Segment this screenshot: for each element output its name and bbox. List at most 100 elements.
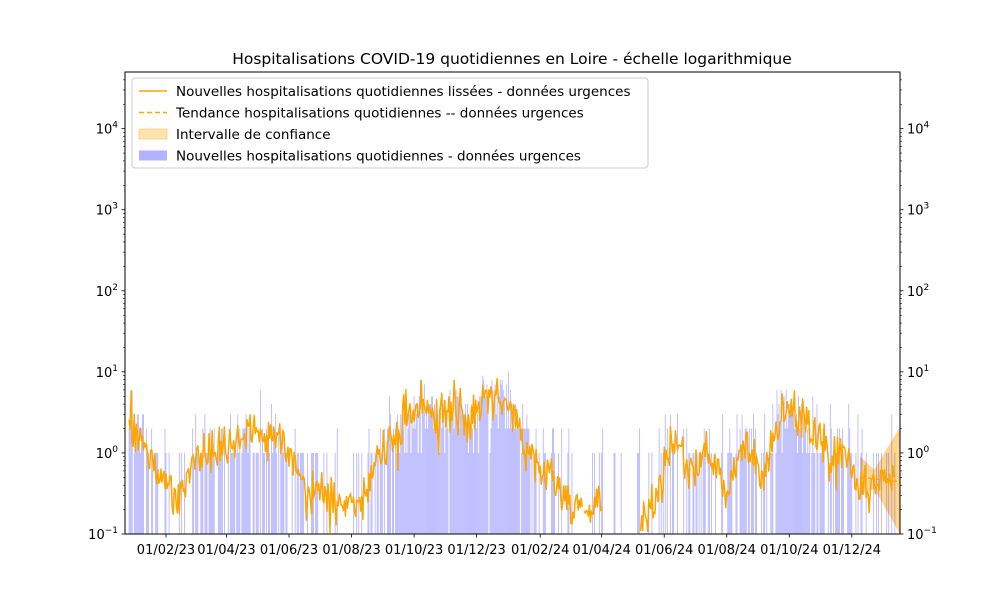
daily-bar [317, 452, 319, 534]
daily-bar [809, 428, 811, 534]
daily-bar [416, 404, 418, 534]
daily-bar [817, 452, 819, 534]
daily-bar [246, 428, 248, 534]
daily-bar [405, 414, 407, 534]
daily-bar [753, 414, 754, 534]
daily-bar [512, 414, 513, 534]
daily-bar [811, 452, 813, 534]
daily-bar [821, 452, 823, 534]
daily-bar [489, 452, 491, 534]
daily-bar [602, 428, 604, 534]
daily-bar [491, 379, 493, 534]
daily-bar [849, 428, 851, 534]
daily-bar [396, 452, 398, 534]
daily-bar [408, 414, 410, 534]
daily-bar [837, 428, 838, 534]
daily-bar [460, 404, 462, 534]
daily-bar [202, 428, 204, 534]
daily-bar [245, 414, 247, 534]
daily-bar [374, 452, 376, 534]
daily-bar [447, 428, 449, 534]
daily-bar [433, 428, 434, 534]
daily-bar [210, 452, 212, 534]
y-tick-exponent: 3 [924, 202, 930, 212]
daily-bar [429, 404, 430, 534]
daily-bar [133, 452, 135, 534]
daily-bar [443, 414, 445, 534]
daily-bar [807, 428, 809, 534]
daily-bar [130, 414, 132, 534]
daily-bar [422, 404, 424, 534]
daily-bar [268, 428, 269, 534]
daily-bar [544, 452, 546, 534]
daily-bar [474, 404, 475, 534]
daily-bar [302, 452, 304, 534]
daily-bar [238, 452, 240, 534]
y-tick-exponent: 2 [924, 283, 930, 293]
daily-bar [165, 452, 167, 534]
daily-bar [134, 428, 136, 534]
daily-bar [492, 389, 494, 534]
daily-bar [509, 428, 510, 534]
daily-bar [244, 428, 246, 534]
legend-label: Nouvelles hospitalisations quotidiennes … [176, 84, 630, 100]
daily-bar [594, 452, 595, 534]
daily-bar [748, 428, 750, 534]
daily-bar [409, 414, 411, 534]
daily-bar [780, 389, 782, 534]
daily-bar [745, 428, 747, 534]
daily-bar [808, 452, 810, 534]
daily-bar [142, 414, 143, 534]
daily-bar [446, 414, 448, 534]
y-tick-exponent: 4 [112, 121, 118, 131]
daily-bar [469, 428, 470, 534]
daily-bar [252, 452, 254, 534]
daily-bar [205, 452, 207, 534]
daily-bar [276, 452, 278, 534]
daily-bar [242, 428, 244, 534]
daily-bar [522, 404, 524, 534]
daily-bar [695, 452, 697, 534]
daily-bar [236, 452, 238, 534]
daily-bar [823, 428, 825, 534]
daily-bar [888, 452, 890, 534]
daily-bar [470, 428, 471, 534]
daily-bar [358, 452, 360, 534]
daily-bar [704, 452, 706, 534]
daily-bar [388, 428, 389, 534]
legend-label: Tendance hospitalisations quotidiennes -… [175, 106, 584, 122]
daily-bar [784, 428, 786, 534]
daily-bar [285, 452, 287, 534]
daily-bar [411, 414, 413, 534]
daily-bar [836, 452, 837, 534]
daily-bar [782, 404, 784, 534]
daily-bar [686, 428, 688, 534]
x-tick-label: 01/02/24 [511, 543, 569, 558]
daily-bar [551, 452, 552, 534]
daily-bar [152, 452, 154, 534]
daily-bar [471, 404, 472, 534]
daily-bar [392, 452, 393, 534]
daily-bar [404, 452, 406, 534]
daily-bar [511, 428, 512, 534]
daily-bar [776, 389, 778, 534]
daily-bar [271, 404, 272, 534]
daily-bar [249, 414, 251, 534]
daily-bar [535, 428, 537, 534]
daily-bar [445, 428, 447, 534]
daily-bar [736, 414, 738, 534]
legend-label: Nouvelles hospitalisations quotidiennes … [176, 149, 581, 165]
daily-bar [299, 452, 301, 534]
daily-bar [444, 452, 446, 534]
x-tick-label: 01/12/23 [447, 543, 505, 558]
daily-bar [763, 452, 765, 534]
daily-bar [147, 452, 148, 534]
daily-bar [230, 414, 231, 534]
x-tick-label: 01/02/23 [137, 543, 195, 558]
daily-bar [420, 452, 422, 534]
x-tick-label: 01/04/24 [572, 543, 630, 558]
daily-bar [756, 452, 757, 534]
plot-frame [124, 71, 901, 535]
daily-bar [571, 452, 573, 534]
